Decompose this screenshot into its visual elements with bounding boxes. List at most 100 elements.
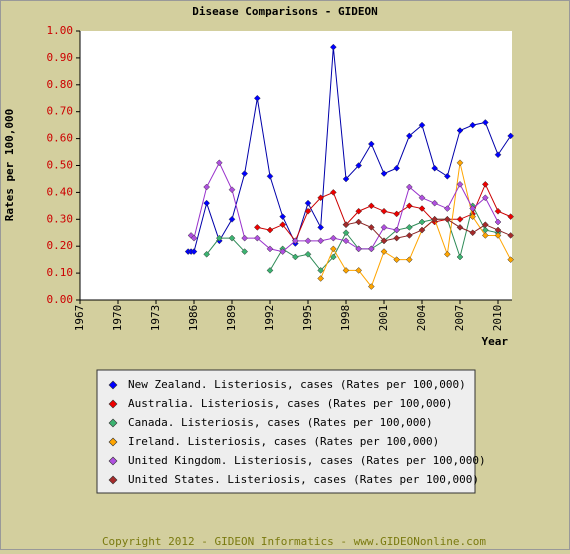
data-point [291, 253, 299, 261]
data-point [329, 234, 337, 242]
data-point [342, 267, 350, 274]
data-point [456, 159, 464, 167]
footer: Copyright 2012 - GIDEON Informatics - ww… [102, 535, 486, 548]
data-point [355, 207, 363, 215]
data-point [279, 248, 287, 255]
data-point [304, 237, 312, 245]
data-point [241, 234, 249, 242]
data-point [241, 170, 249, 177]
data-point [279, 213, 287, 220]
data-point [215, 159, 223, 167]
x-tick-label: 2004 [415, 304, 428, 331]
legend-marker [108, 399, 118, 409]
data-point [443, 172, 451, 180]
data-point [494, 218, 502, 226]
data-point [494, 226, 502, 234]
y-tick-label: 1.00 [47, 24, 74, 37]
data-point [443, 215, 451, 223]
data-point [380, 170, 388, 177]
x-tick-label: 1992 [263, 305, 276, 332]
data-point [304, 250, 312, 258]
data-point [469, 213, 477, 220]
data-point [481, 180, 489, 188]
data-point [367, 140, 375, 148]
legend-label: Ireland. Listeriosis, cases (Rates per 1… [128, 435, 439, 448]
series-line [188, 47, 512, 253]
y-axis-label: Rates per 100,000 [3, 109, 16, 222]
chart-title: Disease Comparisons - GIDEON [192, 5, 377, 18]
data-point [317, 267, 325, 274]
data-point [380, 248, 388, 255]
data-point [431, 199, 439, 207]
data-point [329, 43, 337, 51]
data-point [443, 250, 451, 258]
y-tick-label: 0.50 [47, 159, 74, 172]
y-tick-label: 0.80 [47, 78, 74, 91]
data-point [494, 232, 502, 239]
data-point [456, 253, 464, 261]
data-point [329, 245, 337, 253]
x-tick-label: 2001 [377, 305, 390, 332]
x-tick-label: 2007 [453, 305, 466, 332]
data-point [190, 234, 198, 242]
data-point [393, 234, 401, 242]
data-point [203, 250, 211, 258]
data-point [367, 283, 375, 290]
data-point [405, 202, 413, 210]
data-point [431, 164, 439, 172]
data-point [317, 224, 325, 231]
data-point [304, 207, 312, 215]
data-point [380, 224, 388, 231]
y-tick-label: 0.00 [47, 293, 74, 306]
data-point [405, 224, 413, 231]
data-point [393, 226, 401, 234]
data-point [481, 221, 489, 229]
data-point [266, 245, 274, 253]
data-point [253, 224, 261, 231]
y-tick-label: 0.20 [47, 239, 74, 252]
x-tick-label: 1986 [187, 305, 200, 332]
data-point [228, 215, 236, 223]
data-point [418, 226, 426, 234]
x-tick-label: 2010 [491, 305, 504, 332]
data-point [228, 234, 236, 242]
y-tick-label: 0.10 [47, 266, 74, 279]
data-point [317, 275, 325, 282]
data-point [355, 267, 363, 274]
data-point [494, 151, 502, 159]
data-point [266, 172, 274, 180]
data-point [355, 162, 363, 169]
y-tick-label: 0.90 [47, 51, 74, 64]
data-point [469, 205, 477, 212]
data-point [405, 183, 413, 191]
data-point [507, 256, 515, 264]
data-point [405, 256, 413, 264]
data-point [367, 202, 375, 210]
data-point [380, 237, 388, 245]
y-tick-label: 0.70 [47, 105, 74, 118]
legend-marker [108, 380, 118, 390]
y-tick-label: 0.60 [47, 132, 74, 145]
x-tick-label: 1967 [73, 305, 86, 332]
data-point [342, 237, 350, 245]
data-point [469, 121, 477, 129]
series-line [345, 218, 511, 242]
data-point [266, 226, 274, 234]
data-point [405, 232, 413, 239]
data-point [203, 199, 211, 207]
legend [96, 369, 476, 494]
data-point [342, 221, 350, 229]
x-tick-label: 1995 [301, 305, 314, 332]
data-point [304, 199, 312, 207]
legend-label: Canada. Listeriosis, cases (Rates per 10… [128, 416, 433, 429]
legend-marker [108, 475, 118, 485]
data-point [253, 234, 261, 242]
data-point [418, 218, 426, 226]
data-point [393, 164, 401, 172]
data-point [481, 232, 489, 239]
x-tick-label: 1970 [111, 305, 124, 332]
data-point [418, 121, 426, 129]
data-point [367, 245, 375, 253]
